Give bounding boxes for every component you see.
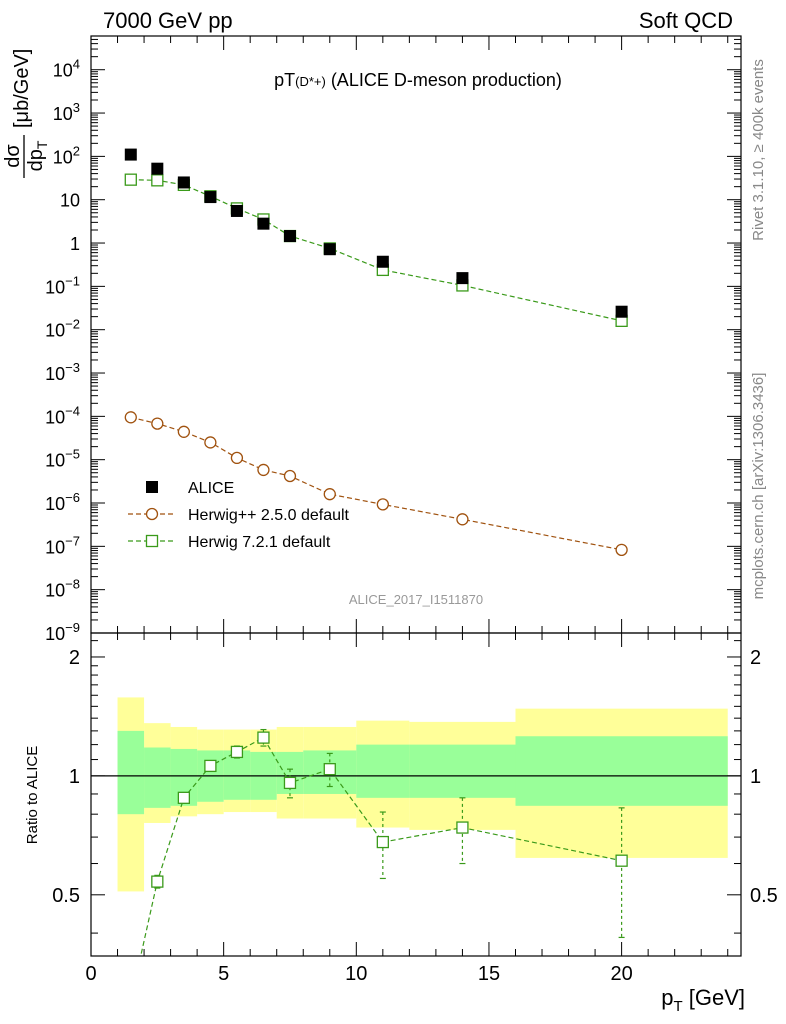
y-tick-label: 1 [70,234,80,254]
y-tick-label: 10−9 [45,620,80,644]
main-panel: 10410310210110−110−210−310−410−510−610−7… [45,35,742,644]
y-tick-label: 10−3 [45,360,80,384]
x-tick-label: 15 [478,963,500,985]
header-right-label: Soft QCD [639,8,733,33]
data-point-alice [230,204,243,217]
ratio-line-herwig-7-2-1-default [140,736,622,956]
ratio-point-herwig-7-2-1-default [204,759,217,773]
ratio-panel: 0.5 0.51 12 20 5 10 15 20 [52,632,778,1006]
legend-label-alice: ALICE [188,480,234,497]
ratio-point-herwig-7-2-1-default [125,995,136,1006]
x-tick-label: 20 [610,963,632,985]
uncertainty-band-inner [409,744,516,798]
data-point-herwig-2-5-0-default [230,451,244,465]
data-point-alice [257,217,270,230]
y-tick-label: 10−7 [45,533,80,557]
ratio-y-tick-label-right: 0.5 [750,885,778,907]
legend-marker-alice [146,481,158,493]
ratio-y-tick-label-left: 2 [69,647,80,669]
ratio-point-herwig-7-2-1-default [283,776,297,790]
y-tick-label: 10 [60,191,80,211]
y-tick-label: 10−6 [45,490,80,514]
data-point-herwig-2-5-0-default [177,425,191,438]
uncertainty-band-inner [515,736,728,806]
data-point-herwig-2-5-0-default [615,543,628,556]
ratio-frame [90,632,742,957]
legend-label-herwig-7-2-1-default: Herwig 7.2.1 default [188,534,331,551]
rivet-side-label: Rivet 3.1.10, ≥ 400k events [750,59,767,241]
data-point-herwig-7-2-1-default [151,174,164,187]
x-axis-title: pT [GeV] [661,985,745,1015]
legend-marker-herwig-7-2-1-default [145,534,159,548]
y-axis-title-denominator: dpT [25,140,50,171]
data-point-herwig-2-5-0-default [204,436,217,449]
y-axis-title-unit: [μb/GeV] [11,49,33,128]
legend-label-herwig-2-5-0-default: Herwig++ 2.5.0 default [188,507,350,524]
y-tick-label: 10−2 [45,317,80,341]
ratio-point-herwig-7-2-1-default [230,745,244,759]
data-point-alice [204,191,217,204]
data-point-alice [615,305,628,318]
main-y-axis-title: dσ dpT [μb/GeV] [2,49,50,178]
uncertainty-band-inner [144,747,171,808]
series-herwig-7-2-1-default [124,173,628,327]
x-tick-label: 0 [85,963,96,985]
data-point-alice [151,162,164,175]
data-point-alice [456,272,469,285]
ratio-point-herwig-7-2-1-default [151,875,164,888]
x-tick-label: 10 [345,963,367,985]
main-title: pT(D*+) (ALICE D-meson production) [274,70,562,90]
y-tick-label: 10−4 [45,403,80,427]
data-point-alice [323,243,336,256]
ratio-y-tick-label-right: 2 [750,647,761,669]
data-point-alice [124,148,137,161]
ratio-point-herwig-7-2-1-default [177,791,191,804]
ratio-point-herwig-7-2-1-default [257,731,270,744]
data-point-alice [177,176,190,189]
ratio-y-tick-label-left: 1 [69,766,80,788]
data-point-alice [376,255,389,268]
y-tick-label: 10−1 [45,273,80,297]
ratio-y-tick-label-left: 0.5 [52,885,80,907]
y-tick-label: 104 [53,57,80,81]
ratio-y-tick-label-right: 1 [750,766,761,788]
ratio-point-herwig-7-2-1-default [323,763,336,776]
series-alice [124,148,628,318]
data-point-herwig-2-5-0-default [323,488,336,501]
data-point-herwig-2-5-0-default [283,469,297,483]
data-point-herwig-7-2-1-default [124,173,137,186]
ratio-point-herwig-7-2-1-default [615,854,628,867]
y-tick-label: 10−8 [45,577,80,601]
header-left-label: 7000 GeV pp [103,8,233,33]
data-point-herwig-2-5-0-default [257,463,270,477]
data-point-herwig-2-5-0-default [151,417,164,430]
uncertainty-band-inner [117,730,145,815]
ratio-point-herwig-7-2-1-default [376,835,389,849]
data-point-herwig-2-5-0-default [456,513,469,526]
y-tick-label: 102 [53,143,80,167]
legend-marker-herwig-2-5-0-default [145,507,159,521]
data-point-herwig-2-5-0-default [376,498,389,511]
y-tick-label: 103 [53,100,80,124]
y-axis-title-numerator: dσ [2,144,24,168]
data-point-herwig-2-5-0-default [124,411,137,424]
legend: ALICE Herwig++ 2.5.0 default Herwig 7.2.1 … [128,480,350,551]
ratio-point-herwig-7-2-1-default [456,821,469,834]
main-watermark: ALICE_2017_I1511870 [349,592,483,607]
y-tick-label: 10−5 [45,447,80,471]
data-point-alice [283,230,296,243]
uncertainty-band-inner [223,750,251,800]
series-herwig-2-5-0-default [124,411,628,556]
mcplots-side-label: mcplots.cern.ch [arXiv:1306.3436] [750,373,767,600]
ratio-series-herwig-7-2-1-default [125,728,628,1006]
uncertainty-band-inner [356,744,410,798]
ratio-y-axis-title: Ratio to ALICE [24,746,41,844]
x-tick-label: 5 [218,963,229,985]
